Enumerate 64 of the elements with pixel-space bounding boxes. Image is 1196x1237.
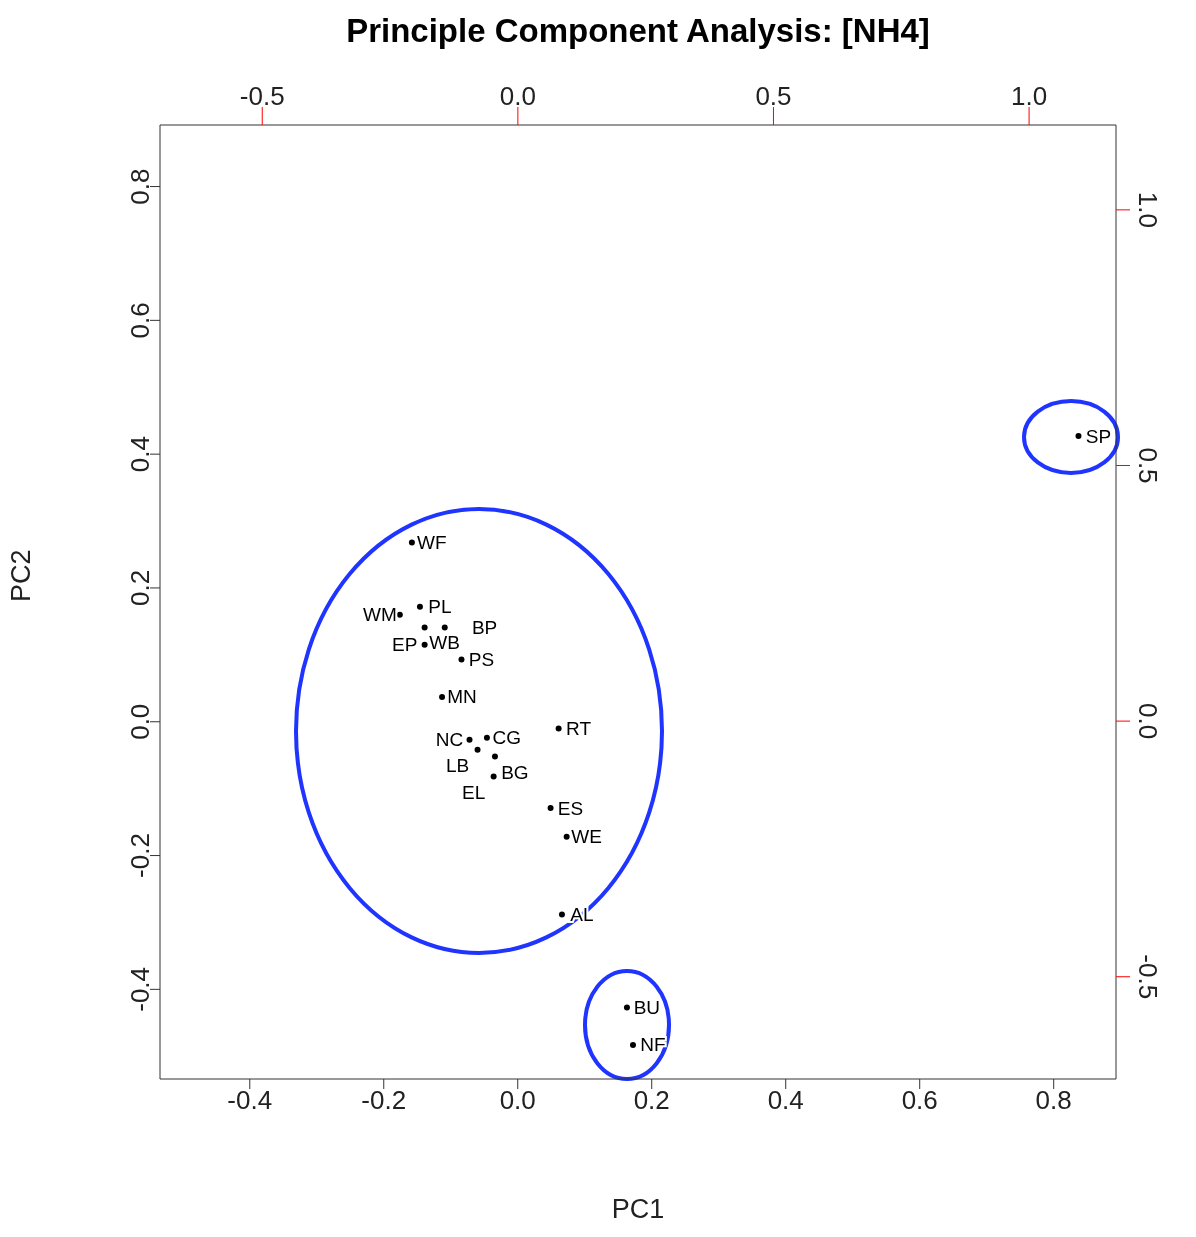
y-tick-label: 0.2 — [125, 569, 155, 607]
y-tick-label: -0.4 — [125, 966, 155, 1012]
point — [408, 539, 415, 546]
point — [396, 611, 403, 618]
point — [421, 624, 428, 631]
y2-tick-label: 0.5 — [1133, 447, 1163, 484]
data-label: ES — [557, 797, 584, 819]
data-label: WE — [571, 826, 602, 848]
y-tick-label: -0.2 — [125, 833, 155, 878]
x-tick-label: 0.2 — [633, 1085, 670, 1116]
data-label: NF — [640, 1034, 666, 1056]
point — [547, 805, 554, 812]
point — [458, 656, 465, 663]
data-label: WB — [429, 632, 460, 654]
y-tick-label: 0.6 — [125, 302, 155, 339]
chart-title: Principle Component Analysis: [NH4] — [345, 12, 931, 50]
x2-tick-label: 1.0 — [1011, 81, 1048, 111]
x-axis-title: PC1 — [611, 1194, 665, 1224]
point — [421, 641, 428, 648]
x-tick-label: 0.4 — [767, 1085, 804, 1116]
point — [1075, 433, 1082, 440]
data-label: PL — [428, 596, 452, 618]
point — [555, 725, 562, 732]
y-tick-label: 0.4 — [125, 436, 155, 473]
y-tick-label: 0.0 — [125, 703, 155, 740]
data-label: LB — [446, 754, 470, 776]
x2-tick-label: 0.5 — [755, 81, 792, 111]
x2-tick-label: 0.0 — [499, 81, 536, 111]
data-label: MN — [447, 686, 477, 708]
data-label: RT — [566, 717, 592, 739]
point — [439, 694, 446, 700]
y-tick-label: 0.8 — [125, 168, 155, 205]
y2-tick-label: 0.0 — [1133, 703, 1163, 740]
point — [483, 734, 490, 741]
data-label: WM — [363, 604, 397, 626]
point — [623, 1004, 630, 1011]
x-tick-label: 0.6 — [901, 1085, 938, 1116]
point — [474, 746, 481, 753]
point — [563, 833, 570, 840]
point — [629, 1041, 636, 1048]
data-label: NC — [435, 729, 464, 751]
point — [416, 603, 423, 610]
data-label: CG — [492, 727, 522, 749]
y2-tick-label: 1.0 — [1133, 191, 1163, 228]
data-label: WF — [417, 531, 447, 553]
data-label: BU — [633, 996, 661, 1018]
y2-tick-label: -0.5 — [1133, 954, 1163, 1000]
x-tick-label: 0.0 — [499, 1085, 536, 1116]
point — [491, 753, 498, 760]
x-tick-label: 0.8 — [1035, 1085, 1072, 1116]
data-label: SP — [1085, 425, 1112, 447]
y-axis-title: PC2 — [5, 549, 36, 602]
data-label: PS — [468, 649, 495, 671]
point — [441, 624, 448, 631]
data-label: BG — [501, 761, 529, 783]
x-tick-label: -0.4 — [227, 1085, 273, 1116]
data-label: BP — [471, 616, 498, 638]
point — [466, 736, 473, 743]
point — [490, 773, 497, 780]
data-label: EL — [462, 781, 486, 803]
data-label: EP — [392, 634, 418, 656]
point — [558, 911, 565, 918]
x-tick-label: -0.2 — [361, 1085, 407, 1116]
x2-tick-label: -0.5 — [239, 81, 285, 111]
